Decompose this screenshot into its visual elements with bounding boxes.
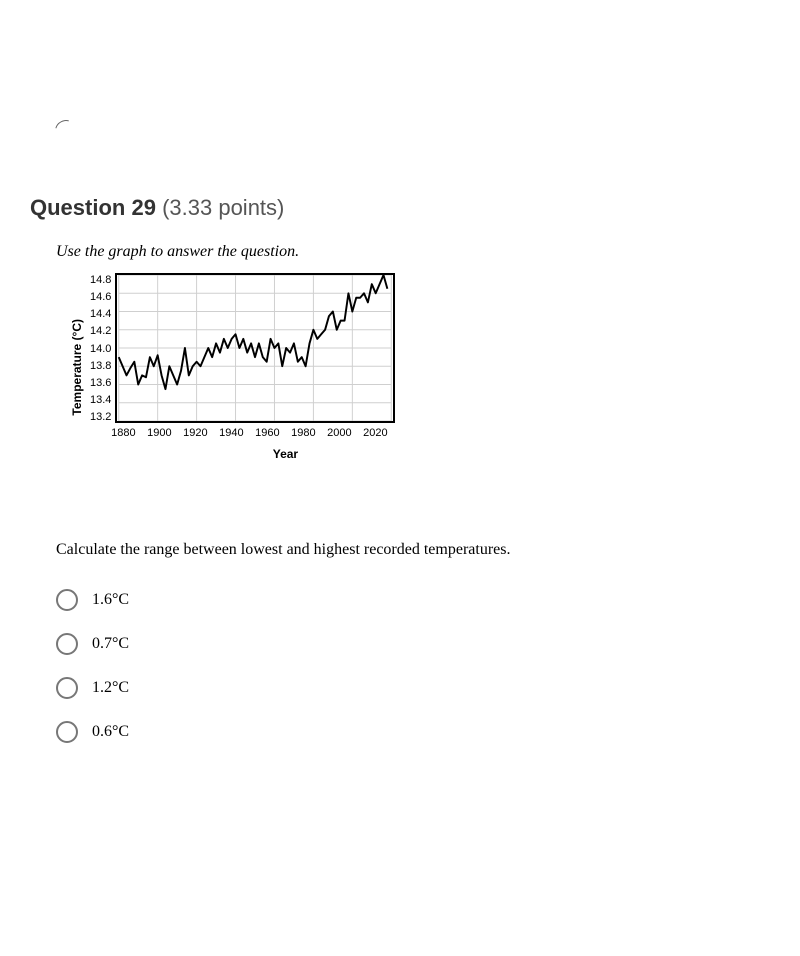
answer-option-label: 1.2°C: [92, 679, 129, 697]
temperature-chart: Temperature (°C) 14.8 14.6 14.4 14.2 14.0 13.…: [70, 273, 770, 461]
chart-y-tick: 13.8: [90, 361, 111, 372]
chart-y-tick: 14.2: [90, 326, 111, 337]
chart-x-tick: 1880: [105, 427, 141, 439]
chart-y-tick: 13.2: [90, 412, 111, 423]
chart-x-tick: 1920: [177, 427, 213, 439]
chart-y-tick: 13.6: [90, 378, 111, 389]
question-header: Question 29 (3.33 points): [30, 195, 770, 221]
answer-option-1[interactable]: 0.7°C: [56, 633, 770, 655]
chart-plot-area: 18801900192019401960198020002020 Year: [115, 273, 425, 461]
chart-x-axis-label: Year: [145, 447, 425, 461]
question-number-value: 29: [131, 195, 155, 220]
answer-options: 1.6°C 0.7°C 1.2°C 0.6°C: [56, 589, 770, 743]
answer-option-label: 0.7°C: [92, 635, 129, 653]
chart-y-axis-label: Temperature (°C): [70, 319, 84, 416]
answer-option-0[interactable]: 1.6°C: [56, 589, 770, 611]
radio-icon[interactable]: [56, 589, 78, 611]
decorative-arc: [51, 116, 81, 146]
chart-y-tick: 13.4: [90, 395, 111, 406]
chart-x-tick: 1900: [141, 427, 177, 439]
chart-y-tick: 14.8: [90, 275, 111, 286]
answer-option-3[interactable]: 0.6°C: [56, 721, 770, 743]
chart-x-tick: 2020: [357, 427, 393, 439]
chart-y-ticks: 14.8 14.6 14.4 14.2 14.0 13.8 13.6 13.4 13.2: [90, 273, 111, 423]
answer-option-2[interactable]: 1.2°C: [56, 677, 770, 699]
question-number: Question 29: [30, 195, 162, 220]
radio-icon[interactable]: [56, 721, 78, 743]
chart-x-tick: 1940: [213, 427, 249, 439]
question-points: (3.33 points): [162, 195, 284, 220]
answer-option-label: 1.6°C: [92, 591, 129, 609]
radio-icon[interactable]: [56, 677, 78, 699]
chart-x-tick: 1960: [249, 427, 285, 439]
chart-y-tick: 14.6: [90, 292, 111, 303]
question-prompt: Calculate the range between lowest and h…: [56, 541, 770, 559]
chart-y-tick: 14.4: [90, 309, 111, 320]
chart-y-tick: 14.0: [90, 344, 111, 355]
chart-x-tick: 2000: [321, 427, 357, 439]
chart-x-tick: 1980: [285, 427, 321, 439]
answer-option-label: 0.6°C: [92, 723, 129, 741]
question-label-prefix: Question: [30, 195, 125, 220]
question-card: Question 29 (3.33 points) Use the graph …: [0, 0, 800, 805]
instruction-text: Use the graph to answer the question.: [56, 243, 770, 261]
radio-icon[interactable]: [56, 633, 78, 655]
chart-x-ticks: 18801900192019401960198020002020: [105, 427, 425, 439]
chart-svg: [115, 273, 395, 423]
